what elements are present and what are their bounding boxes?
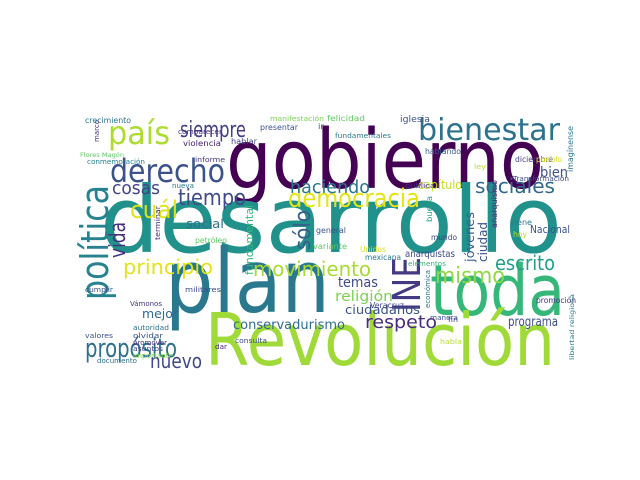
word: diciembre (515, 155, 553, 164)
word: Nacional (530, 223, 570, 236)
word: país (108, 114, 170, 152)
word: Vámonos (130, 300, 162, 308)
word: pueblo (536, 155, 562, 164)
word: vida (106, 222, 131, 258)
word: felicidad (327, 114, 365, 123)
word: Veracruz (370, 301, 404, 310)
word: conmemoración (87, 158, 145, 166)
word: jóvenes (463, 212, 477, 263)
cloud-background (78, 103, 564, 373)
word: buena (425, 196, 434, 222)
word: respeto (365, 312, 437, 333)
word: conservadurismo (233, 318, 345, 333)
word: Unidos (360, 245, 386, 254)
word: hoy (513, 230, 527, 239)
word: general (316, 226, 346, 235)
word: plan (165, 230, 330, 333)
word: viene (510, 218, 532, 227)
word: dar (215, 343, 227, 351)
word: ciudadanos (345, 303, 420, 317)
word: hablando (425, 147, 461, 156)
word: económica (424, 270, 432, 308)
word: presentar (260, 123, 299, 132)
word: fin (448, 316, 458, 324)
word: nueva (172, 182, 194, 190)
word: iglesia (400, 115, 430, 125)
word: olvidar (133, 332, 163, 340)
word: violencia (183, 139, 221, 148)
word: propósito (85, 334, 177, 364)
word: pública (405, 182, 435, 190)
word: democracia (288, 184, 420, 214)
word: escrito (495, 251, 555, 275)
word: promover (133, 339, 167, 347)
word: gobierno (226, 113, 544, 208)
word: anarquistas (405, 249, 455, 260)
word: promoción (536, 295, 576, 305)
word: haciendo (290, 177, 370, 198)
word: cosas (112, 178, 160, 199)
word: imagínense (566, 126, 575, 172)
word: petróleo (195, 235, 227, 245)
word: fundamentales (335, 132, 391, 140)
word: libertad religiosa (569, 294, 576, 360)
word: militares (185, 286, 221, 294)
word: política (73, 185, 117, 300)
word: terminar (154, 206, 162, 240)
word: marco (93, 120, 101, 142)
word: importante (133, 352, 173, 360)
word: nuevo (150, 349, 202, 373)
word: variante (313, 242, 347, 251)
word: hablar (231, 137, 258, 146)
word: desarrollo (100, 167, 562, 274)
word: anarquismo (490, 180, 499, 228)
word: capítulo (418, 178, 462, 192)
word: cuál (130, 196, 178, 224)
word: comparecer (178, 128, 222, 136)
word: bien (540, 165, 568, 181)
word: informe (195, 156, 225, 164)
word: consulta (235, 337, 267, 345)
word: manifestación (270, 115, 324, 123)
word: mexicana (365, 253, 401, 262)
word: habla (440, 338, 462, 346)
word: Revolución (205, 298, 555, 382)
word: ley (474, 163, 486, 171)
word: crecimiento (85, 116, 131, 125)
word: programa (508, 315, 558, 330)
word: cumplir (85, 286, 113, 294)
word: mundo (431, 233, 457, 242)
word: toda (430, 250, 565, 332)
word: Flores Magón (80, 152, 124, 159)
word: autoridad (133, 324, 169, 332)
word: tiempo (178, 186, 246, 211)
word: valores (85, 332, 113, 340)
word: principio (123, 255, 213, 279)
word: asuntos (133, 345, 163, 353)
word: fundamental (243, 205, 256, 275)
word: ir (318, 122, 325, 131)
word: manera (430, 314, 458, 322)
word: mejor (142, 307, 178, 321)
word: documento (97, 357, 137, 365)
word: Transformación (512, 175, 569, 183)
word: religión (335, 289, 393, 305)
word: movimiento (253, 257, 371, 281)
word: sólo (291, 210, 316, 250)
word: derecho (110, 152, 225, 190)
word: sociales (475, 174, 555, 198)
word: INE (385, 257, 429, 312)
word: siempre (180, 118, 246, 143)
word: bienestar (418, 113, 561, 148)
word: social (186, 217, 224, 231)
word: ciudad (476, 222, 490, 262)
word: elementos (408, 260, 446, 268)
word: temas (338, 275, 378, 291)
word: mismo (435, 264, 505, 289)
